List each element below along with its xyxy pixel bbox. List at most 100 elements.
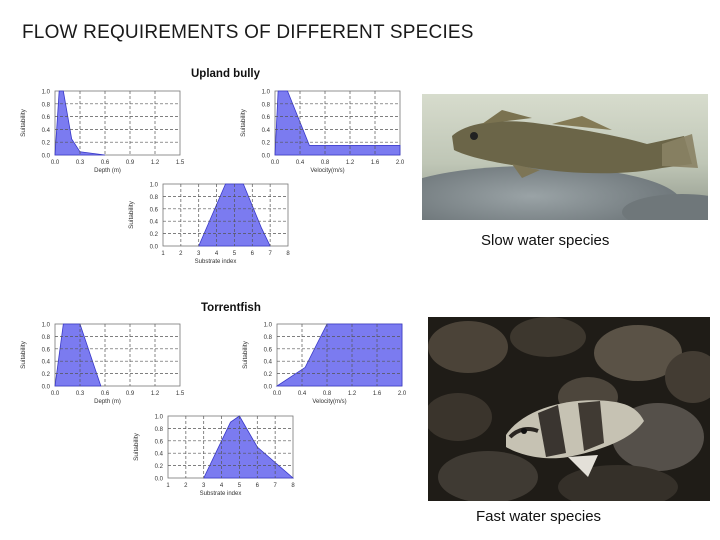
y-tick-label: 0.0	[155, 477, 164, 483]
page-title: FLOW REQUIREMENTS OF DIFFERENT SPECIES	[22, 22, 474, 43]
y-tick-label: 0.2	[150, 232, 159, 238]
y-tick-label: 0.8	[150, 195, 159, 201]
y-tick-label: 0.4	[155, 452, 164, 458]
y-tick-label: 0.6	[42, 347, 51, 353]
caption-fast-water: Fast water species	[476, 508, 602, 525]
y-tick-label: 0.4	[150, 220, 159, 226]
x-axis-label: Substrate index	[195, 259, 237, 265]
y-tick-label: 0.8	[42, 335, 51, 341]
suitability-area	[274, 90, 401, 156]
y-tick-label: 1.0	[42, 323, 51, 329]
x-tick-label: 6	[256, 483, 260, 489]
y-tick-label: 0.2	[264, 372, 273, 378]
x-tick-label: 0.8	[321, 160, 330, 166]
x-tick-label: 2.0	[396, 160, 405, 166]
x-axis-label: Depth (m)	[94, 399, 121, 405]
chart-group-title-upland-bully: Upland bully	[191, 68, 260, 80]
y-axis-label: Suitability	[133, 432, 140, 461]
y-tick-label: 0.0	[42, 154, 51, 160]
upland-bully-image	[422, 94, 708, 220]
x-tick-label: 6	[251, 251, 255, 257]
x-axis-label: Substrate index	[200, 491, 242, 497]
x-tick-label: 5	[233, 251, 237, 257]
y-tick-label: 0.2	[42, 141, 51, 147]
y-tick-label: 0.8	[262, 102, 271, 108]
suitability-area	[275, 323, 403, 387]
suitability-area	[203, 415, 295, 479]
x-tick-label: 0.8	[323, 391, 332, 397]
x-tick-label: 0.0	[273, 391, 282, 397]
x-tick-label: 0.9	[126, 391, 135, 397]
x-tick-label: 7	[268, 251, 272, 257]
x-tick-label: 0.0	[51, 391, 60, 397]
upland-bully-photo	[422, 94, 708, 220]
x-tick-label: 3	[202, 483, 206, 489]
caption-slow-water: Slow water species	[481, 232, 610, 249]
y-tick-label: 0.6	[150, 207, 159, 213]
y-tick-label: 1.0	[155, 415, 164, 421]
y-axis-label: Suitability	[20, 108, 27, 137]
y-tick-label: 0.8	[42, 102, 51, 108]
x-tick-label: 2	[179, 251, 183, 257]
x-tick-label: 3	[197, 251, 201, 257]
x-axis-label: Velocity(m/s)	[312, 399, 346, 405]
x-axis-label: Velocity(m/s)	[310, 168, 344, 174]
x-tick-label: 1.2	[151, 391, 160, 397]
x-tick-label: 0.6	[101, 160, 110, 166]
x-tick-label: 0.4	[298, 391, 307, 397]
chart-group-title-torrentfish: Torrentfish	[201, 302, 261, 314]
y-tick-label: 0.8	[155, 427, 164, 433]
y-tick-label: 1.0	[150, 183, 159, 189]
y-tick-label: 1.0	[264, 323, 273, 329]
y-tick-label: 0.0	[150, 245, 159, 251]
y-tick-label: 0.0	[262, 154, 271, 160]
x-tick-label: 0.0	[271, 160, 280, 166]
y-tick-label: 0.4	[264, 360, 273, 366]
x-tick-label: 2	[184, 483, 188, 489]
x-tick-label: 4	[220, 483, 224, 489]
x-tick-label: 1.2	[151, 160, 160, 166]
x-tick-label: 2.0	[398, 391, 407, 397]
x-tick-label: 8	[291, 483, 295, 489]
y-tick-label: 0.6	[262, 115, 271, 121]
x-tick-label: 1	[161, 251, 165, 257]
x-tick-label: 0.9	[126, 160, 135, 166]
x-tick-label: 0.3	[76, 391, 85, 397]
torrentfish-photo	[428, 317, 710, 501]
x-tick-label: 1.6	[371, 160, 380, 166]
y-tick-label: 0.2	[155, 464, 164, 470]
y-axis-label: Suitability	[128, 200, 135, 229]
y-tick-label: 0.6	[155, 439, 164, 445]
y-tick-label: 1.0	[42, 90, 51, 96]
x-tick-label: 7	[273, 483, 277, 489]
y-tick-label: 0.6	[42, 115, 51, 121]
x-tick-label: 4	[215, 251, 219, 257]
x-tick-label: 0.3	[76, 160, 85, 166]
y-tick-label: 0.4	[42, 128, 51, 134]
y-tick-label: 0.0	[264, 385, 273, 391]
x-tick-label: 1.5	[176, 391, 185, 397]
suitability-area	[54, 90, 106, 156]
x-tick-label: 0.4	[296, 160, 305, 166]
y-tick-label: 0.4	[42, 360, 51, 366]
x-tick-label: 1.2	[348, 391, 357, 397]
plot-frame	[54, 90, 181, 156]
y-tick-label: 0.0	[42, 385, 51, 391]
x-tick-label: 8	[286, 251, 290, 257]
y-tick-label: 0.2	[42, 372, 51, 378]
y-tick-label: 0.4	[262, 128, 271, 134]
x-tick-label: 1.6	[373, 391, 382, 397]
y-axis-label: Suitability	[240, 108, 247, 137]
x-tick-label: 1	[166, 483, 170, 489]
x-tick-label: 1.5	[176, 160, 185, 166]
x-tick-label: 1.2	[346, 160, 355, 166]
y-tick-label: 0.8	[264, 335, 273, 341]
y-axis-label: Suitability	[242, 340, 249, 369]
y-tick-label: 1.0	[262, 90, 271, 96]
